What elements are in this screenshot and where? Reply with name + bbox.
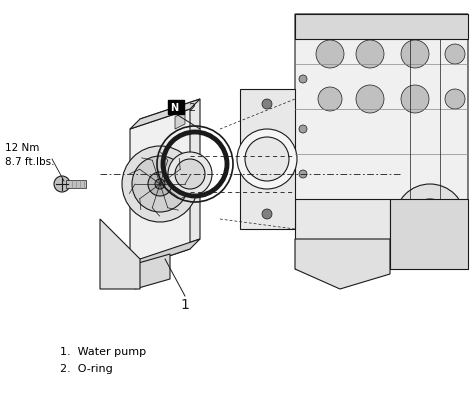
Circle shape: [132, 157, 188, 213]
Polygon shape: [130, 110, 190, 269]
Circle shape: [445, 90, 465, 110]
Polygon shape: [140, 100, 200, 259]
Polygon shape: [175, 112, 185, 130]
Circle shape: [262, 100, 272, 110]
Text: 12 Nm: 12 Nm: [5, 143, 39, 153]
Polygon shape: [130, 100, 200, 130]
Polygon shape: [295, 15, 468, 40]
Circle shape: [395, 184, 465, 254]
Circle shape: [401, 86, 429, 114]
Circle shape: [237, 130, 297, 190]
Circle shape: [410, 200, 450, 239]
Polygon shape: [130, 239, 200, 269]
Circle shape: [299, 170, 307, 178]
Circle shape: [155, 180, 165, 190]
Text: 2: 2: [188, 103, 195, 113]
Circle shape: [445, 45, 465, 65]
Circle shape: [299, 76, 307, 84]
Circle shape: [168, 153, 212, 196]
Polygon shape: [100, 219, 140, 289]
Circle shape: [122, 147, 198, 223]
Circle shape: [245, 138, 289, 182]
Bar: [66, 180, 86, 188]
Circle shape: [401, 41, 429, 69]
Circle shape: [175, 160, 205, 190]
Circle shape: [262, 209, 272, 219]
Circle shape: [54, 176, 70, 192]
Polygon shape: [390, 200, 468, 269]
Text: N: N: [170, 103, 178, 113]
Circle shape: [422, 211, 438, 227]
Circle shape: [318, 88, 342, 112]
Text: 1.  Water pump: 1. Water pump: [60, 346, 146, 356]
Polygon shape: [295, 200, 390, 269]
Text: 8.7 ft.lbs.: 8.7 ft.lbs.: [5, 157, 55, 166]
Circle shape: [356, 41, 384, 69]
Circle shape: [148, 172, 172, 196]
Polygon shape: [295, 239, 390, 289]
Polygon shape: [240, 90, 295, 229]
Text: 2.  O-ring: 2. O-ring: [60, 363, 113, 373]
Polygon shape: [135, 254, 170, 289]
Polygon shape: [295, 15, 468, 269]
Circle shape: [299, 126, 307, 134]
Circle shape: [316, 41, 344, 69]
Bar: [168, 101, 184, 115]
Text: 1: 1: [181, 297, 190, 311]
Circle shape: [356, 86, 384, 114]
